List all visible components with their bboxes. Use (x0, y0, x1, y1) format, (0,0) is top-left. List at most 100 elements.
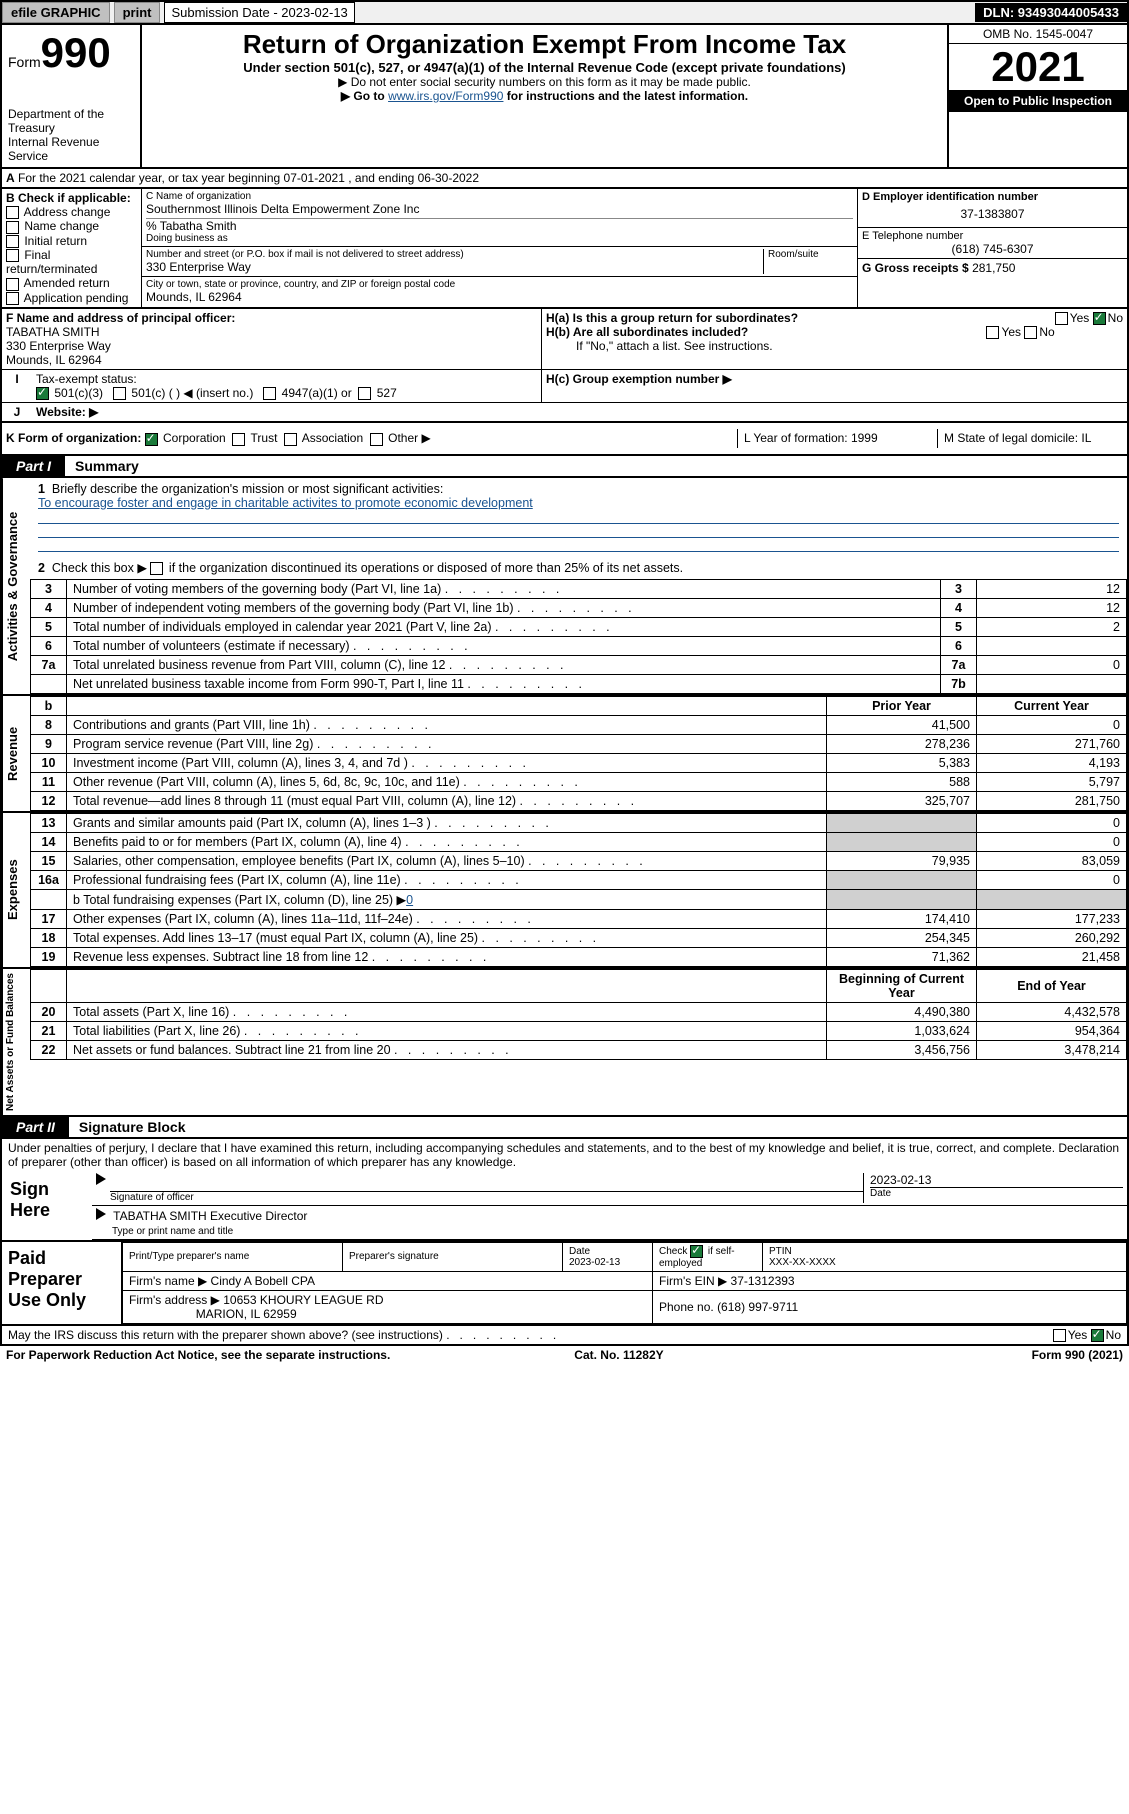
row-bn: 6 (941, 636, 977, 655)
chk-hb-no[interactable] (1024, 326, 1037, 339)
sig-date-label: Date (870, 1187, 1123, 1199)
tax-year: 2021 (949, 44, 1127, 90)
chk-hb-yes[interactable] (986, 326, 999, 339)
row-prior: 71,362 (827, 947, 977, 966)
dln-label: DLN: 93493044005433 (975, 3, 1127, 22)
discuss-label: May the IRS discuss this return with the… (8, 1328, 556, 1342)
table-row: 21 Total liabilities (Part X, line 26) 1… (31, 1021, 1127, 1040)
chk-discontinued[interactable] (150, 562, 163, 575)
row-text: Contributions and grants (Part VIII, lin… (67, 715, 827, 734)
net-table: Beginning of Current YearEnd of Year 20 … (30, 969, 1127, 1060)
addr-label: Number and street (or P.O. box if mail i… (146, 249, 763, 260)
row-num: 11 (31, 772, 67, 791)
row-bn: 5 (941, 617, 977, 636)
form-prefix: Form (8, 54, 41, 70)
chk-ha-yes[interactable] (1055, 312, 1068, 325)
row-num: 22 (31, 1040, 67, 1059)
j-label: Website: ▶ (36, 405, 98, 419)
row-prior: 174,410 (827, 909, 977, 928)
chk-501c3[interactable] (36, 387, 49, 400)
col-b: B Check if applicable: Address change Na… (2, 189, 142, 307)
row-text: Program service revenue (Part VIII, line… (67, 734, 827, 753)
row-curr: 4,432,578 (977, 1002, 1127, 1021)
ha-yes: Yes (1070, 311, 1090, 325)
row-text: Total expenses. Add lines 13–17 (must eq… (67, 928, 827, 947)
irs-link[interactable]: www.irs.gov/Form990 (388, 89, 503, 103)
sig-date: 2023-02-13 (870, 1173, 1123, 1187)
row-val: 12 (977, 598, 1127, 617)
row-curr: 21,458 (977, 947, 1127, 966)
line-a-label: A (6, 171, 15, 185)
chk-address-change[interactable] (6, 206, 19, 219)
part1-title: Summary (65, 456, 149, 476)
form-subtitle: Under section 501(c), 527, or 4947(a)(1)… (148, 60, 941, 75)
chk-discuss-yes[interactable] (1053, 1329, 1066, 1342)
row-text: Benefits paid to or for members (Part IX… (67, 832, 827, 851)
row-prior (827, 870, 977, 889)
g-label: G Gross receipts $ (862, 261, 969, 275)
part2-label: Part II (2, 1117, 69, 1137)
row-curr: 3,478,214 (977, 1040, 1127, 1059)
chk-corp[interactable] (145, 433, 158, 446)
opt-initial: Initial return (24, 234, 87, 248)
row-bn: 7b (941, 674, 977, 693)
chk-self-emp[interactable] (690, 1245, 703, 1258)
city: Mounds, IL 62964 (146, 290, 853, 304)
chk-other[interactable] (370, 433, 383, 446)
paid-left: Paid Preparer Use Only (2, 1242, 122, 1324)
chk-4947[interactable] (263, 387, 276, 400)
h-chk-cell: Check if self-employed (653, 1242, 763, 1271)
chk-assoc[interactable] (284, 433, 297, 446)
chk-trust[interactable] (232, 433, 245, 446)
hb-yes: Yes (1001, 325, 1021, 339)
efile-button[interactable]: efile GRAPHIC (2, 2, 110, 23)
row-text: Net unrelated business taxable income fr… (67, 674, 941, 693)
ha-no: No (1108, 311, 1123, 325)
opt-other: Other ▶ (388, 431, 431, 445)
row-text: Net assets or fund balances. Subtract li… (67, 1040, 827, 1059)
gross-receipts: 281,750 (972, 261, 1015, 275)
row-num: 13 (31, 813, 67, 832)
row-curr: 177,233 (977, 909, 1127, 928)
chk-app-pending[interactable] (6, 292, 19, 305)
hb-label: H(b) Are all subordinates included? (546, 325, 748, 339)
sign-left: Sign Here (2, 1171, 92, 1240)
hb-no: No (1039, 325, 1054, 339)
row-num: 8 (31, 715, 67, 734)
sign-block: Sign Here Signature of officer 2023-02-1… (0, 1171, 1129, 1242)
rev-vlabel: Revenue (2, 696, 30, 811)
dba-label: Doing business as (146, 233, 853, 244)
chk-initial-return[interactable] (6, 235, 19, 248)
table-row: 11 Other revenue (Part VIII, column (A),… (31, 772, 1127, 791)
paid-phone: (618) 997-9711 (717, 1300, 798, 1314)
firm-addr1: 10653 KHOURY LEAGUE RD (223, 1293, 383, 1307)
table-row: 10 Investment income (Part VIII, column … (31, 753, 1127, 772)
print-button[interactable]: print (114, 2, 161, 23)
chk-501c[interactable] (113, 387, 126, 400)
form-foot: Form 990 (2021) (1032, 1348, 1123, 1362)
chk-amended[interactable] (6, 278, 19, 291)
discuss-yes: Yes (1068, 1328, 1088, 1342)
chk-discuss-no[interactable] (1091, 1329, 1104, 1342)
firm-ein-l: Firm's EIN ▶ (659, 1274, 727, 1288)
goto-prefix: ▶ Go to (341, 89, 388, 103)
sig-type-label: Type or print name and title (96, 1226, 233, 1237)
chk-name-change[interactable] (6, 221, 19, 234)
part2-header: Part II Signature Block (0, 1117, 1129, 1139)
chk-ha-no[interactable] (1093, 312, 1106, 325)
table-row: Net unrelated business taxable income fr… (31, 674, 1127, 693)
chk-final-return[interactable] (6, 249, 19, 262)
table-row: 18 Total expenses. Add lines 13–17 (must… (31, 928, 1127, 947)
c-label: C Name of organization (146, 191, 853, 202)
row-prior (827, 832, 977, 851)
row-prior (827, 813, 977, 832)
f-name: TABATHA SMITH (6, 325, 537, 339)
row-num: 16a (31, 870, 67, 889)
net-section: Net Assets or Fund Balances Beginning of… (0, 969, 1129, 1117)
chk-527[interactable] (358, 387, 371, 400)
paid-block: Paid Preparer Use Only Print/Type prepar… (0, 1242, 1129, 1326)
row-num: 6 (31, 636, 67, 655)
opt-527: 527 (377, 386, 397, 400)
rev-hdr-b: b (31, 696, 67, 715)
row-num: 12 (31, 791, 67, 810)
